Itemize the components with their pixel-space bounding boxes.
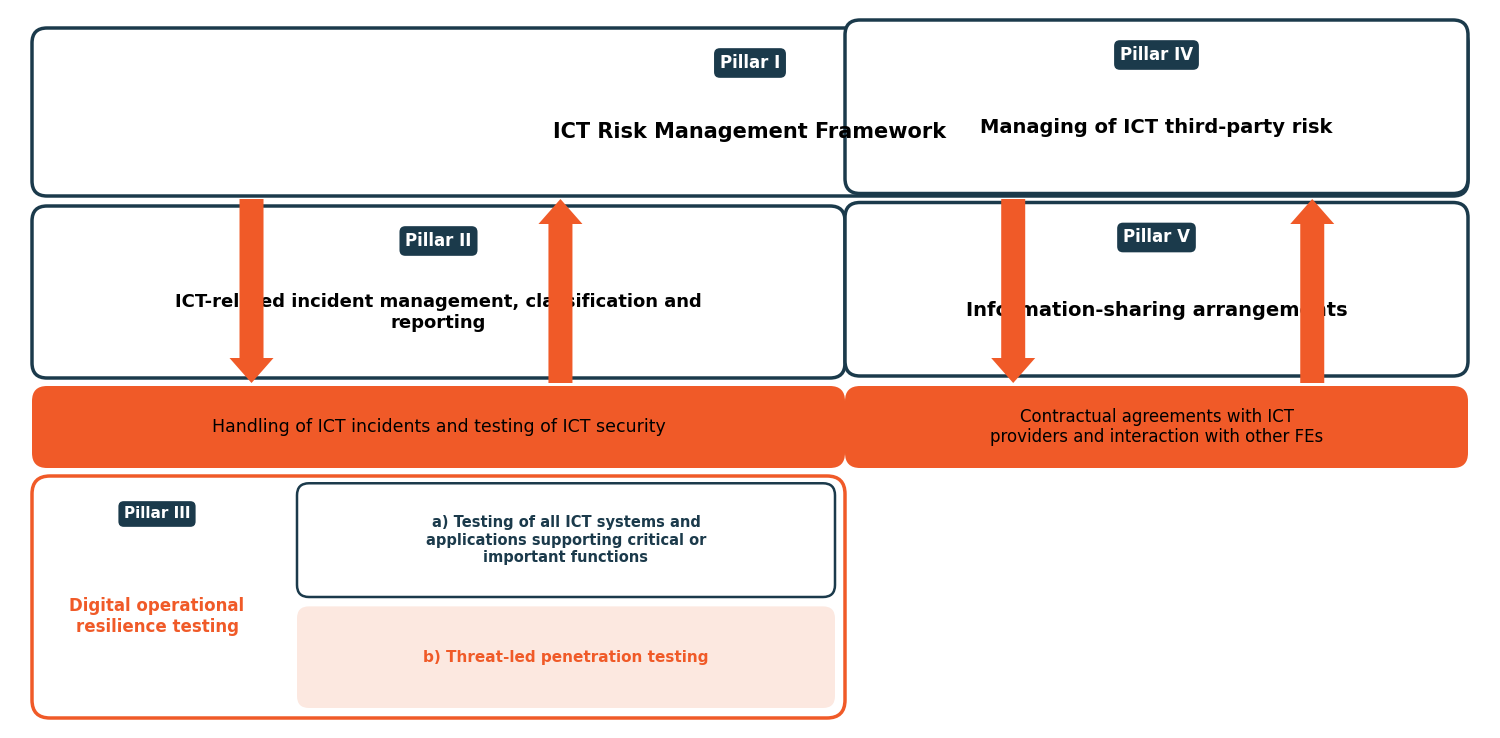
Text: b) Threat-led penetration testing: b) Threat-led penetration testing — [423, 649, 708, 665]
Text: ICT Risk Management Framework: ICT Risk Management Framework — [554, 123, 946, 142]
Text: Pillar V: Pillar V — [1124, 229, 1190, 246]
FancyBboxPatch shape — [32, 28, 1468, 196]
Polygon shape — [1290, 199, 1335, 383]
Text: Pillar I: Pillar I — [720, 54, 780, 72]
Polygon shape — [230, 199, 273, 383]
Polygon shape — [992, 199, 1035, 383]
Text: Information-sharing arrangements: Information-sharing arrangements — [966, 300, 1347, 320]
Text: Contractual agreements with ICT
providers and interaction with other FEs: Contractual agreements with ICT provider… — [990, 407, 1323, 446]
Text: Pillar IV: Pillar IV — [1120, 46, 1192, 64]
Text: Pillar II: Pillar II — [405, 232, 471, 250]
FancyBboxPatch shape — [844, 386, 1468, 468]
Text: ICT-related incident management, classification and
reporting: ICT-related incident management, classif… — [176, 293, 702, 332]
Text: Managing of ICT third-party risk: Managing of ICT third-party risk — [981, 118, 1332, 137]
FancyBboxPatch shape — [32, 206, 844, 378]
Text: Handling of ICT incidents and testing of ICT security: Handling of ICT incidents and testing of… — [211, 418, 666, 436]
Text: a) Testing of all ICT systems and
applications supporting critical or
important : a) Testing of all ICT systems and applic… — [426, 515, 706, 565]
Text: Pillar III: Pillar III — [123, 506, 190, 522]
FancyBboxPatch shape — [297, 607, 836, 708]
FancyBboxPatch shape — [844, 202, 1468, 376]
FancyBboxPatch shape — [32, 386, 844, 468]
Text: Digital operational
resilience testing: Digital operational resilience testing — [69, 597, 244, 635]
FancyBboxPatch shape — [844, 20, 1468, 193]
FancyBboxPatch shape — [32, 476, 844, 718]
FancyBboxPatch shape — [297, 483, 836, 597]
Polygon shape — [538, 199, 582, 383]
